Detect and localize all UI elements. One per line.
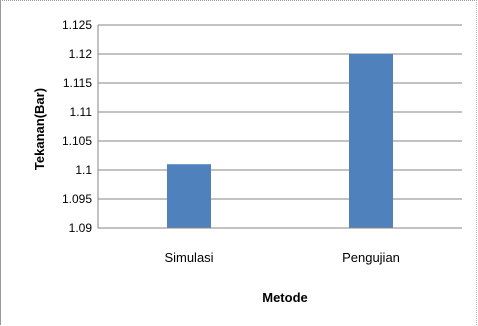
- y-axis-title: Tekanan(Bar): [32, 88, 47, 170]
- gridlines: [98, 24, 462, 200]
- y-tick-label: 1.12: [69, 47, 93, 61]
- y-tick-label: 1.105: [62, 134, 92, 148]
- bar-simulasi: [167, 164, 211, 228]
- x-category-label: Pengujian: [342, 250, 400, 265]
- y-tick-labels: 1.09 1.095 1.1 1.105 1.11 1.115 1.12 1.125: [62, 18, 92, 235]
- y-tick-label: 1.115: [63, 76, 92, 90]
- x-axis-title: Metode: [262, 290, 308, 305]
- x-category-labels: Simulasi Pengujian: [164, 250, 399, 265]
- bar-pengujian: [349, 54, 393, 228]
- x-category-label: Simulasi: [164, 250, 213, 265]
- y-tick-label: 1.125: [62, 18, 92, 32]
- bars: [167, 54, 393, 228]
- y-tick-label: 1.09: [69, 221, 93, 235]
- y-tick-label: 1.1: [75, 163, 92, 177]
- y-tick-label: 1.095: [62, 192, 92, 206]
- y-tick-label: 1.11: [70, 105, 93, 119]
